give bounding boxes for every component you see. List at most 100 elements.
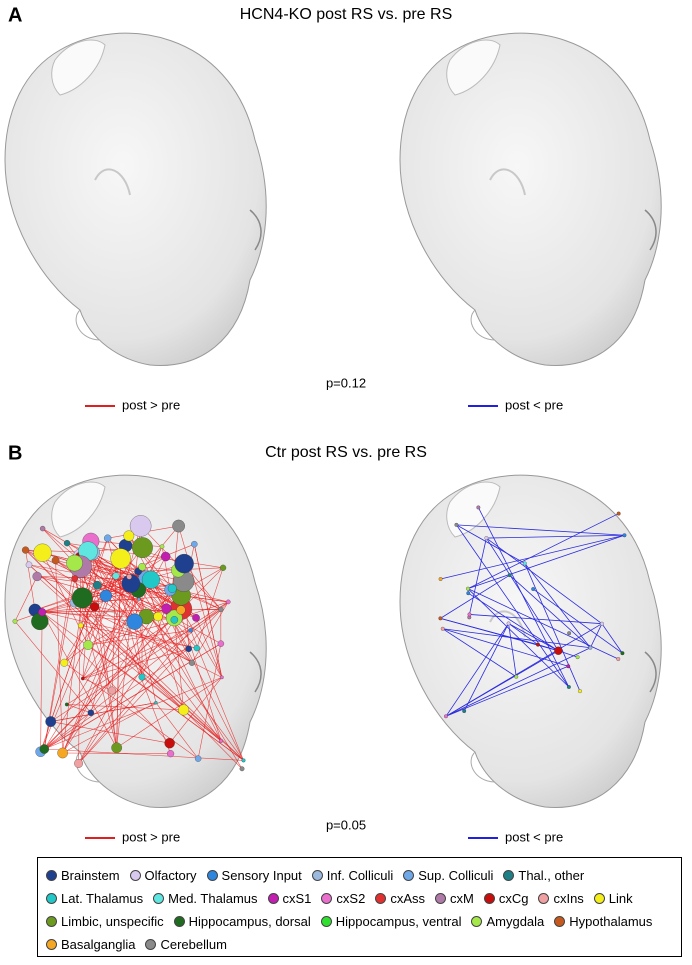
edge [155,702,199,759]
legend-item: cxAss [375,891,425,906]
legend-item: Brainstem [46,868,120,883]
node [241,758,246,763]
legend-item: cxS2 [321,891,365,906]
node [599,621,604,626]
edge [55,560,63,754]
node [188,659,196,666]
legend-label: Lat. Thalamus [61,891,144,906]
legend-text: post > pre [122,829,180,844]
node [444,714,448,719]
node [440,626,445,631]
legend-item: Thal., other [503,868,584,883]
node [454,522,459,527]
edge [87,551,244,761]
edge [66,704,184,711]
edge [524,563,581,692]
edge [40,612,43,752]
node [185,645,192,653]
edge [62,556,166,754]
edge [467,513,619,590]
node [620,651,625,656]
node [438,577,443,581]
legend-row: Limbic, unspecific Hippocampus, dorsal Hip… [46,910,673,933]
edge [191,601,229,663]
edge [82,552,93,679]
node [99,589,112,602]
panel-title: Ctr post RS vs. pre RS [265,444,427,461]
edge [183,563,222,610]
edge [134,621,143,678]
legend-swatch [46,870,57,881]
edge [88,619,180,646]
edge [440,534,625,580]
edge [42,606,95,613]
edge [508,623,539,645]
edge [590,623,603,648]
network-increase [12,515,246,772]
node [129,515,152,537]
node [514,674,519,679]
node [219,738,224,743]
edge [197,643,222,759]
edge [82,648,189,679]
node [467,612,472,617]
node [121,574,141,593]
node [57,747,68,759]
node [108,686,116,695]
legend-swatch [267,893,279,904]
legend-label: Hippocampus, dorsal [188,914,311,929]
edge [78,630,191,764]
edge [64,662,199,759]
legend-item: Hypothalamus [554,914,652,929]
edge [486,534,625,539]
legend-swatch [483,893,495,904]
node [161,603,172,614]
legend-item: Lat. Thalamus [46,891,143,906]
node [38,608,47,617]
edge [190,601,229,631]
legend-item: Amygdala [471,914,544,929]
edge [194,544,223,678]
edge [25,549,135,622]
node [138,563,146,571]
edge [50,702,156,722]
node [64,702,69,707]
edge [532,588,623,654]
node [506,621,511,626]
edge [25,549,244,761]
legend-text: post < pre [505,829,563,844]
p-value: p=0.12 [326,375,366,390]
legend-text: post < pre [505,397,563,412]
edge [42,581,184,613]
node [111,742,123,754]
network-decrease [438,505,627,719]
node [77,622,84,629]
node [578,689,582,694]
edge [195,617,223,678]
edge [116,558,121,748]
edge [41,611,170,744]
node [616,657,621,661]
edge [445,665,569,717]
edge [508,623,517,677]
edge [508,623,559,652]
edge [456,524,570,688]
panel-label: B [8,442,22,464]
node [217,640,225,647]
node [89,602,100,612]
legend-item: Sup. Colliculi [403,868,493,883]
node [567,631,572,636]
legend-label: cxAss [390,891,425,906]
edge [87,551,135,622]
node [87,709,95,717]
edge [171,526,179,589]
node [554,646,563,655]
panel-label: A [8,4,22,26]
edge [50,609,221,722]
node [531,587,536,591]
edge [40,609,222,752]
edge [445,623,509,717]
edge [478,507,570,688]
edge [467,588,570,688]
node [25,561,33,568]
